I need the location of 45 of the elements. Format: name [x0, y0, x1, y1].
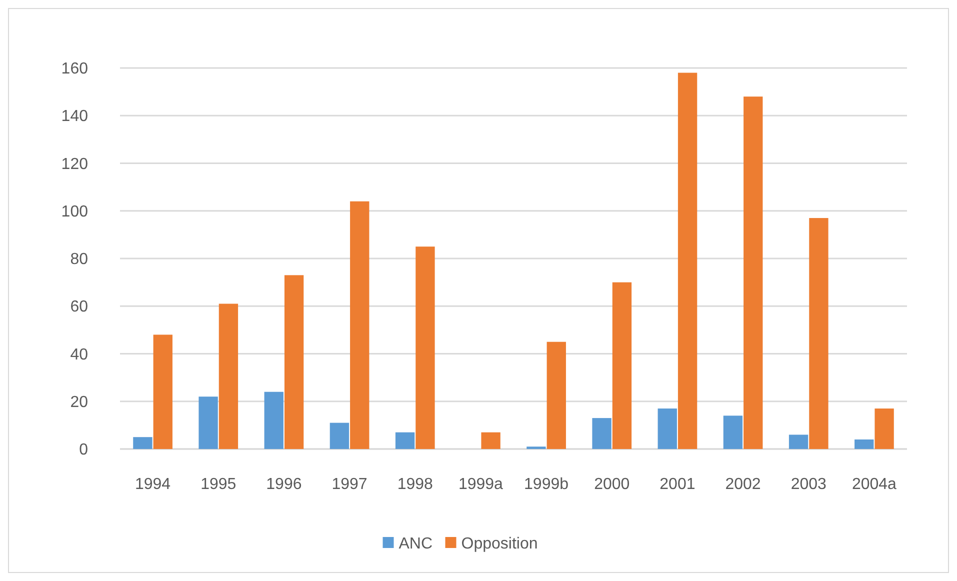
x-tick-label: 1997: [332, 476, 368, 493]
bar: [678, 72, 698, 449]
y-tick-label: 120: [61, 156, 88, 173]
y-tick-label: 100: [61, 203, 88, 220]
bar: [395, 432, 415, 449]
bar: [854, 439, 874, 449]
bar: [612, 282, 632, 449]
x-tick-label: 1999a: [458, 476, 504, 493]
bar: [546, 342, 566, 449]
x-tick-label: 1995: [200, 476, 236, 493]
x-tick-label: 1999b: [524, 476, 569, 493]
bar: [330, 422, 350, 449]
x-tick-label: 2004a: [852, 476, 897, 493]
y-tick-label: 20: [70, 394, 88, 411]
y-tick-label: 80: [70, 251, 88, 268]
x-tick-label: 1994: [134, 476, 171, 493]
x-tick-label: 1998: [397, 476, 434, 493]
y-tick-label: 140: [61, 108, 88, 126]
x-tick-label: 2001: [660, 476, 696, 493]
y-tick-label: 40: [70, 346, 88, 364]
bar: [416, 246, 435, 449]
y-tick-label: 160: [61, 60, 88, 78]
x-tick-label: 2002: [725, 476, 761, 493]
y-tick-label: 60: [70, 298, 88, 316]
y-tick-label: 0: [79, 442, 88, 459]
bar: [809, 218, 828, 449]
bar: [874, 408, 894, 449]
bar: [481, 432, 500, 449]
bar: [788, 434, 808, 449]
legend-label: Opposition: [461, 536, 538, 553]
bar: [218, 304, 238, 449]
x-tick-label: 2000: [594, 476, 630, 493]
bar: [723, 416, 743, 449]
bar: [592, 418, 612, 449]
legend-label: ANC: [398, 536, 433, 553]
bar: [264, 392, 284, 449]
x-tick-label: 1996: [266, 476, 302, 493]
bar: [133, 437, 152, 449]
bar: [744, 96, 763, 449]
bar: [284, 275, 304, 449]
x-tick-label: 2003: [790, 476, 827, 493]
bar: [198, 396, 218, 449]
bar: [350, 201, 370, 449]
bar: [153, 334, 172, 449]
bar: [658, 408, 677, 449]
